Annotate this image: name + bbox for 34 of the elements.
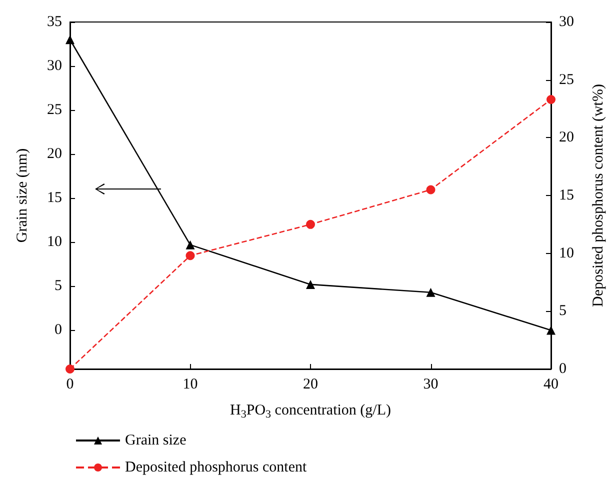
point — [306, 220, 315, 229]
y-tick-label: 0 — [54, 322, 62, 338]
x-tick-label: 0 — [66, 376, 74, 392]
y2-tick-label: 5 — [559, 303, 566, 320]
y-axis-title: Grain size (nm) — [14, 148, 30, 243]
y2-tick-label: 30 — [559, 14, 574, 30]
y2-tick-label: 15 — [559, 188, 574, 204]
point — [186, 240, 195, 250]
point — [546, 95, 556, 104]
point — [66, 35, 74, 44]
y2-tick-label: 0 — [559, 361, 566, 377]
y-tick-label: 10 — [47, 234, 62, 250]
y2-tick-label: 10 — [559, 245, 574, 262]
y-tick-label: 25 — [47, 102, 62, 118]
point — [186, 251, 195, 260]
y-tick-label: 15 — [47, 190, 62, 206]
y2-axis-title: Deposited phosphorus content (wt%) — [590, 84, 606, 307]
point — [426, 288, 436, 297]
x-tick-label: 40 — [544, 376, 558, 392]
x-tick-label: 10 — [182, 376, 198, 392]
y-tick-label: 5 — [54, 278, 62, 294]
y-tick-label: 30 — [47, 58, 62, 74]
point — [306, 280, 315, 289]
legend-label: Deposited phosphorus content — [125, 460, 308, 476]
x-tick-label: 30 — [423, 376, 438, 392]
point — [66, 364, 74, 374]
x-tick-label: 20 — [303, 376, 318, 392]
legend-label: Grain size — [125, 432, 187, 448]
point — [546, 326, 556, 335]
y2-tick-label: 20 — [559, 130, 574, 146]
y2-tick-label: 25 — [559, 72, 574, 88]
y-tick-label: 35 — [47, 14, 62, 30]
point — [426, 185, 436, 194]
y-tick-label: 20 — [47, 146, 62, 162]
